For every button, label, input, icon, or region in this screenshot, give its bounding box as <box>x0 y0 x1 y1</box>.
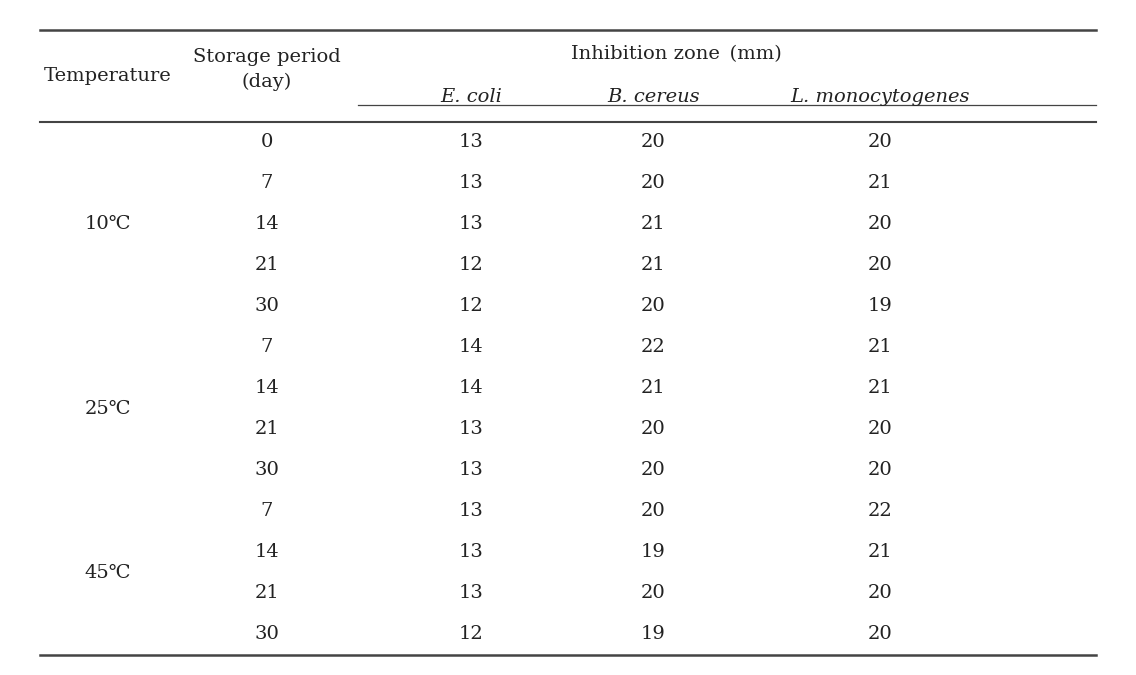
Text: 30: 30 <box>254 461 279 479</box>
Text: 21: 21 <box>868 338 893 356</box>
Text: 13: 13 <box>459 174 484 192</box>
Text: 14: 14 <box>459 338 484 356</box>
Text: 20: 20 <box>868 420 893 438</box>
Text: 20: 20 <box>868 215 893 233</box>
Text: 22: 22 <box>868 502 893 520</box>
Text: 13: 13 <box>459 585 484 602</box>
Text: 20: 20 <box>641 502 666 520</box>
Text: Storage period: Storage period <box>193 49 341 66</box>
Text: 21: 21 <box>868 174 893 192</box>
Text: 30: 30 <box>254 625 279 643</box>
Text: 14: 14 <box>459 379 484 397</box>
Text: 21: 21 <box>254 256 279 274</box>
Text: 21: 21 <box>868 379 893 397</box>
Text: 21: 21 <box>641 256 666 274</box>
Text: Temperature: Temperature <box>44 67 172 85</box>
Text: 20: 20 <box>641 585 666 602</box>
Text: 21: 21 <box>641 379 666 397</box>
Text: 45℃: 45℃ <box>84 564 132 582</box>
Text: 13: 13 <box>459 133 484 151</box>
Text: 20: 20 <box>868 256 893 274</box>
Text: 25℃: 25℃ <box>84 400 132 418</box>
Text: 30: 30 <box>254 297 279 315</box>
Text: 19: 19 <box>868 297 893 315</box>
Text: 22: 22 <box>641 338 666 356</box>
Text: 20: 20 <box>641 133 666 151</box>
Text: 13: 13 <box>459 502 484 520</box>
Text: 20: 20 <box>868 461 893 479</box>
Text: 13: 13 <box>459 461 484 479</box>
Text: 20: 20 <box>641 461 666 479</box>
Text: 7: 7 <box>261 338 273 356</box>
Text: 20: 20 <box>868 625 893 643</box>
Text: L. monocytogenes: L. monocytogenes <box>791 88 970 105</box>
Text: 20: 20 <box>641 174 666 192</box>
Text: 21: 21 <box>254 420 279 438</box>
Text: E. coli: E. coli <box>441 88 502 105</box>
Text: 13: 13 <box>459 215 484 233</box>
Text: 7: 7 <box>261 502 273 520</box>
Text: Inhibition zone (mm): Inhibition zone (mm) <box>570 45 782 63</box>
Text: 14: 14 <box>254 543 279 561</box>
Text: 13: 13 <box>459 420 484 438</box>
Text: 19: 19 <box>641 625 666 643</box>
Text: 0: 0 <box>261 133 273 151</box>
Text: 12: 12 <box>459 256 484 274</box>
Text: 21: 21 <box>254 585 279 602</box>
Text: 7: 7 <box>261 174 273 192</box>
Text: 20: 20 <box>641 297 666 315</box>
Text: 20: 20 <box>868 133 893 151</box>
Text: (day): (day) <box>242 73 292 92</box>
Text: 14: 14 <box>254 215 279 233</box>
Text: 10℃: 10℃ <box>84 215 132 233</box>
Text: 20: 20 <box>641 420 666 438</box>
Text: 21: 21 <box>641 215 666 233</box>
Text: B. cereus: B. cereus <box>607 88 700 105</box>
Text: 19: 19 <box>641 543 666 561</box>
Text: 21: 21 <box>868 543 893 561</box>
Text: 20: 20 <box>868 585 893 602</box>
Text: 12: 12 <box>459 297 484 315</box>
Text: 12: 12 <box>459 625 484 643</box>
Text: 13: 13 <box>459 543 484 561</box>
Text: 14: 14 <box>254 379 279 397</box>
